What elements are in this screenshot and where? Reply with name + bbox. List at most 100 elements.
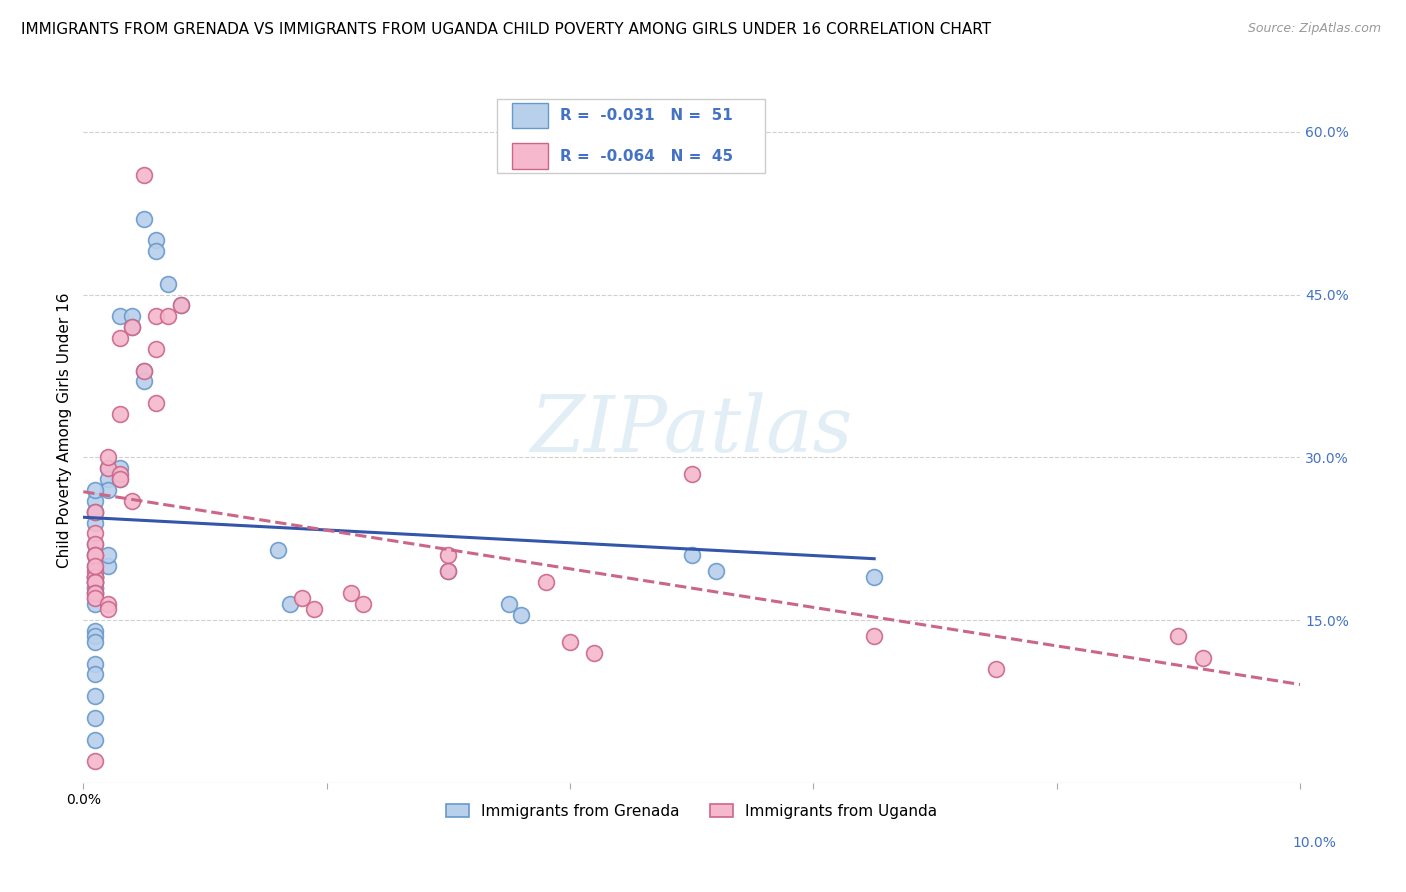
Point bbox=[145, 233, 167, 247]
Point bbox=[84, 591, 107, 606]
Point bbox=[84, 505, 107, 519]
Point bbox=[108, 467, 131, 481]
Point bbox=[134, 363, 156, 377]
Legend: Immigrants from Grenada, Immigrants from Uganda: Immigrants from Grenada, Immigrants from… bbox=[440, 797, 943, 825]
Text: IMMIGRANTS FROM GRENADA VS IMMIGRANTS FROM UGANDA CHILD POVERTY AMONG GIRLS UNDE: IMMIGRANTS FROM GRENADA VS IMMIGRANTS FR… bbox=[21, 22, 991, 37]
Point bbox=[84, 586, 107, 600]
Point bbox=[84, 575, 107, 590]
Point bbox=[84, 558, 107, 573]
Point bbox=[984, 662, 1007, 676]
FancyBboxPatch shape bbox=[496, 99, 765, 173]
Point bbox=[97, 558, 120, 573]
Point bbox=[108, 310, 131, 324]
Point bbox=[510, 607, 533, 622]
Point bbox=[84, 526, 107, 541]
Point bbox=[145, 244, 167, 259]
Point bbox=[97, 597, 120, 611]
Point bbox=[145, 310, 167, 324]
Point bbox=[108, 407, 131, 421]
Point bbox=[84, 575, 107, 590]
Point bbox=[291, 591, 314, 606]
Point bbox=[84, 570, 107, 584]
Point bbox=[681, 467, 703, 481]
Point bbox=[97, 548, 120, 562]
Point bbox=[437, 565, 460, 579]
Point bbox=[97, 483, 120, 497]
Point bbox=[169, 298, 191, 312]
Point bbox=[352, 597, 374, 611]
FancyBboxPatch shape bbox=[512, 103, 548, 128]
Point bbox=[157, 277, 180, 291]
Point bbox=[121, 310, 143, 324]
Point bbox=[84, 581, 107, 595]
FancyBboxPatch shape bbox=[512, 144, 548, 169]
Point bbox=[84, 755, 107, 769]
Point bbox=[704, 565, 727, 579]
Point bbox=[157, 310, 180, 324]
Point bbox=[97, 450, 120, 465]
Point bbox=[84, 711, 107, 725]
Point bbox=[84, 586, 107, 600]
Point bbox=[84, 667, 107, 681]
Point bbox=[84, 548, 107, 562]
Text: Source: ZipAtlas.com: Source: ZipAtlas.com bbox=[1247, 22, 1381, 36]
Point bbox=[84, 558, 107, 573]
Point bbox=[97, 602, 120, 616]
Point bbox=[134, 375, 156, 389]
Point bbox=[121, 320, 143, 334]
Point bbox=[340, 586, 363, 600]
Point bbox=[121, 493, 143, 508]
Point bbox=[145, 396, 167, 410]
Point bbox=[84, 548, 107, 562]
Point bbox=[437, 548, 460, 562]
Point bbox=[134, 363, 156, 377]
Point bbox=[97, 461, 120, 475]
Point bbox=[84, 591, 107, 606]
Point bbox=[681, 548, 703, 562]
Point bbox=[84, 570, 107, 584]
Point bbox=[558, 635, 581, 649]
Point bbox=[84, 624, 107, 638]
Text: R =  -0.031   N =  51: R = -0.031 N = 51 bbox=[560, 108, 733, 123]
Point bbox=[84, 537, 107, 551]
Point bbox=[84, 570, 107, 584]
Point bbox=[84, 516, 107, 530]
Point bbox=[534, 575, 557, 590]
Point bbox=[1191, 651, 1213, 665]
Point bbox=[498, 597, 520, 611]
Point bbox=[169, 298, 191, 312]
Point bbox=[108, 461, 131, 475]
Point bbox=[84, 635, 107, 649]
Text: 10.0%: 10.0% bbox=[1292, 836, 1337, 850]
Point bbox=[84, 505, 107, 519]
Point bbox=[84, 570, 107, 584]
Point bbox=[108, 331, 131, 345]
Point bbox=[84, 597, 107, 611]
Point bbox=[134, 168, 156, 182]
Point bbox=[134, 211, 156, 226]
Point bbox=[84, 483, 107, 497]
Point bbox=[97, 461, 120, 475]
Point bbox=[84, 493, 107, 508]
Point bbox=[863, 570, 886, 584]
Point bbox=[437, 565, 460, 579]
Point bbox=[108, 472, 131, 486]
Point bbox=[84, 657, 107, 671]
Point bbox=[278, 597, 301, 611]
Point bbox=[84, 732, 107, 747]
Point bbox=[84, 537, 107, 551]
Point bbox=[121, 320, 143, 334]
Point bbox=[304, 602, 326, 616]
Text: R =  -0.064   N =  45: R = -0.064 N = 45 bbox=[560, 149, 734, 163]
Point bbox=[145, 342, 167, 356]
Text: ZIPatlas: ZIPatlas bbox=[530, 392, 853, 468]
Point bbox=[84, 548, 107, 562]
Point bbox=[84, 586, 107, 600]
Point bbox=[97, 472, 120, 486]
Point bbox=[267, 542, 290, 557]
Point bbox=[84, 505, 107, 519]
Point bbox=[583, 646, 606, 660]
Point bbox=[84, 581, 107, 595]
Point bbox=[108, 472, 131, 486]
Point bbox=[84, 575, 107, 590]
